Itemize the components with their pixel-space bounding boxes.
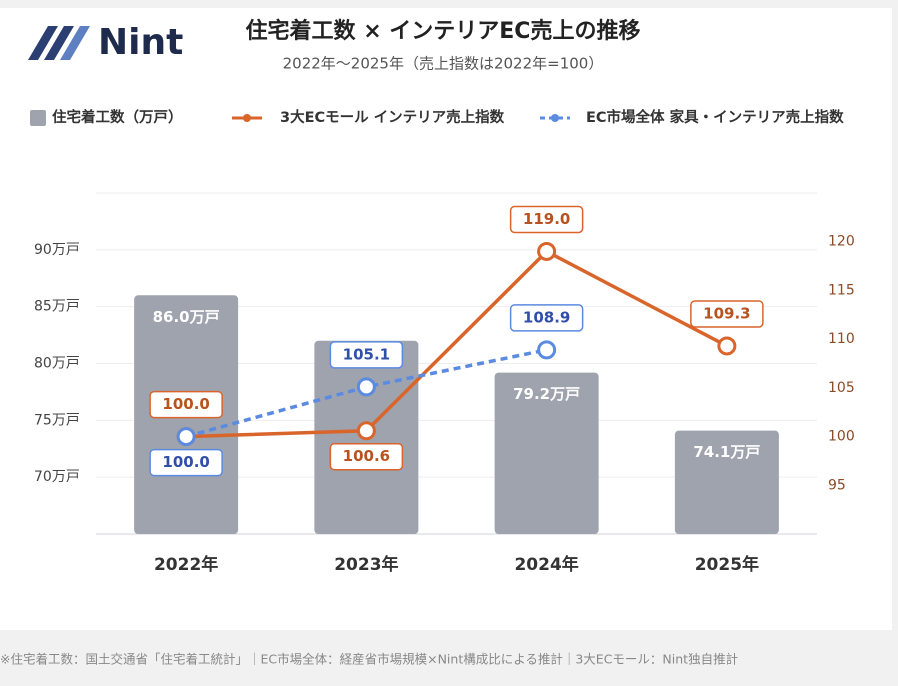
legend-label: EC市場全体 家具・インテリア売上指数 xyxy=(586,108,844,126)
legend-label: 住宅着工数（万戸） xyxy=(52,108,183,126)
x-tick-label: 2022年 xyxy=(154,554,218,575)
bar-value-label: 86.0万戸 xyxy=(153,308,220,326)
value-label: 100.0 xyxy=(162,395,209,413)
x-tick-label: 2025年 xyxy=(695,554,759,575)
legend-label: 3大ECモール インテリア売上指数 xyxy=(280,108,505,126)
chart-title: 住宅着工数 × インテリアEC売上の推移 xyxy=(246,18,641,44)
x-tick-label: 2023年 xyxy=(334,554,398,575)
legend-marker xyxy=(551,114,559,122)
value-label: 108.9 xyxy=(523,308,570,326)
bar-value-label: 79.2万戸 xyxy=(513,385,580,403)
legend-swatch xyxy=(30,110,46,126)
bar-value-label: 74.1万戸 xyxy=(693,443,760,461)
legend-marker xyxy=(243,114,251,122)
value-label-box xyxy=(509,304,584,332)
y2-tick-label: 110 xyxy=(828,331,855,347)
y-tick-label: 90万戸 xyxy=(34,242,80,258)
y2-tick-label: 115 xyxy=(828,282,855,298)
y-tick-label: 70万戸 xyxy=(34,469,80,485)
chart-subtitle: 2022年〜2025年（売上指数は2022年=100） xyxy=(283,55,604,73)
value-label: 119.0 xyxy=(523,210,570,228)
value-label: 100.0 xyxy=(162,453,209,471)
line-marker xyxy=(356,377,376,397)
logo-mark xyxy=(28,26,90,60)
y-tick-label: 75万戸 xyxy=(34,412,80,428)
bar xyxy=(494,372,599,534)
y2-tick-label: 95 xyxy=(828,477,846,493)
line-marker xyxy=(717,336,737,356)
y-tick-label: 80万戸 xyxy=(34,356,80,372)
value-label-box xyxy=(329,442,404,471)
y2-tick-label: 120 xyxy=(828,234,855,250)
y2-tick-label: 100 xyxy=(828,429,855,445)
logo: Nint xyxy=(98,22,183,63)
value-label-box xyxy=(149,390,223,419)
value-label-box xyxy=(690,300,764,328)
line xyxy=(186,249,728,439)
line-marker xyxy=(537,340,557,360)
value-label: 109.3 xyxy=(703,304,750,322)
x-tick-label: 2024年 xyxy=(514,554,578,575)
value-label-box xyxy=(149,448,223,477)
value-label-box xyxy=(509,205,584,234)
footnote: ※住宅着工数：国土交通省「住宅着工統計」｜EC市場全体：経産省市場規模×Nint… xyxy=(0,652,738,667)
line-marker xyxy=(537,241,557,261)
value-label: 105.1 xyxy=(343,345,390,363)
bar xyxy=(674,430,779,534)
y2-tick-label: 105 xyxy=(828,380,855,396)
line-marker xyxy=(176,427,196,447)
y-tick-label: 85万戸 xyxy=(34,299,80,315)
line-marker xyxy=(356,421,376,441)
value-label: 100.6 xyxy=(343,447,390,465)
value-label-box xyxy=(329,341,404,369)
